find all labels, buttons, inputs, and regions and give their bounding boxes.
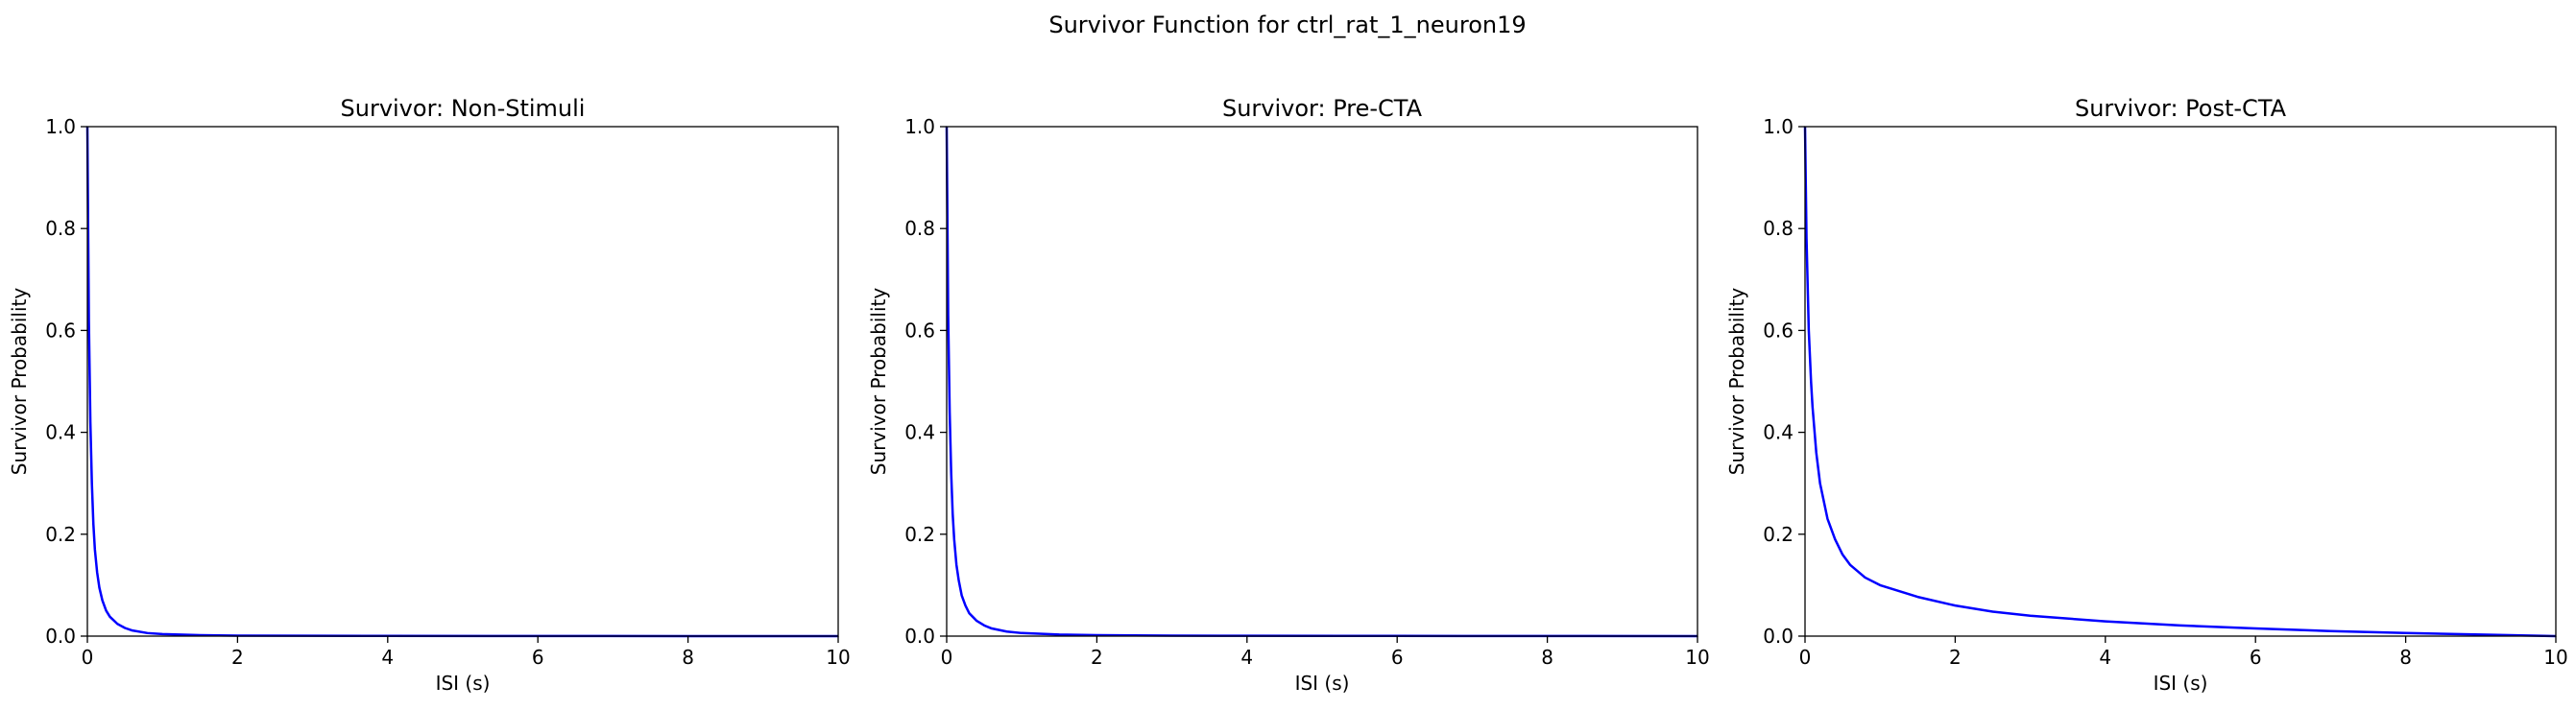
plot-frame (86, 126, 839, 637)
chart-panel-1: 0 2 4 6 8 10 0.0 0.2 0.4 0.6 0.8 1.0 Survivor: Non-S… (8, 95, 851, 695)
x-tick-label: 8 (1541, 646, 1553, 669)
x-tick-label: 8 (682, 646, 694, 669)
y-tick-label: 0.2 (1763, 523, 1794, 546)
x-tick-label: 2 (1091, 646, 1103, 669)
x-tick-label: 0 (941, 646, 953, 669)
y-tick-label: 0.2 (45, 523, 76, 546)
y-tick-label: 1.0 (904, 115, 935, 138)
x-tick-label: 2 (231, 646, 244, 669)
y-tick-label: 0.0 (45, 625, 76, 648)
figure-suptitle: Survivor Function for ctrl_rat_1_neuron1… (1048, 12, 1526, 38)
x-tick-label: 4 (381, 646, 394, 669)
x-tick-label: 2 (1949, 646, 1962, 669)
plot-frame (946, 126, 1698, 637)
y-tick-label: 0.6 (1763, 319, 1794, 342)
x-axis-label: ISI (s) (1295, 672, 1350, 695)
chart-panel-2: 0 2 4 6 8 10 0.0 0.2 0.4 0.6 0.8 1.0 Survivor: Pre-C… (867, 95, 1710, 695)
x-tick-label: 6 (1391, 646, 1404, 669)
y-tick-label: 0.0 (904, 625, 935, 648)
y-axis-label: Survivor Probability (8, 288, 31, 476)
y-tick-label: 0.8 (1763, 217, 1794, 240)
x-tick-label: 6 (2250, 646, 2262, 669)
survivor-curve (1803, 126, 2557, 638)
y-tick-label: 0.8 (904, 217, 935, 240)
y-tick-label: 0.0 (1763, 625, 1794, 648)
x-tick-label: 6 (532, 646, 544, 669)
x-axis-label: ISI (s) (2154, 672, 2208, 695)
x-tick-label: 0 (1799, 646, 1812, 669)
x-tick-label: 10 (1685, 646, 1709, 669)
x-tick-label: 10 (2543, 646, 2567, 669)
y-tick-label: 0.4 (45, 421, 76, 444)
x-tick-label: 10 (826, 646, 850, 669)
chart-title: Survivor: Post-CTA (2075, 95, 2287, 122)
y-tick-label: 0.6 (45, 319, 76, 342)
y-tick-label: 1.0 (45, 115, 76, 138)
chart-title: Survivor: Pre-CTA (1222, 95, 1423, 122)
y-tick-label: 0.6 (904, 319, 935, 342)
chart-panels: 0 2 4 6 8 10 0.0 0.2 0.4 0.6 0.8 1.0 Survivor: Non-S… (8, 95, 2568, 695)
y-tick-label: 0.4 (1763, 421, 1794, 444)
y-axis-label: Survivor Probability (867, 288, 890, 476)
chart-panel-3: 0 2 4 6 8 10 0.0 0.2 0.4 0.6 0.8 1.0 Survivor: Post-… (1725, 95, 2568, 695)
x-tick-label: 4 (2099, 646, 2111, 669)
x-tick-label: 0 (82, 646, 94, 669)
plot-frame (1804, 126, 2557, 637)
chart-title: Survivor: Non-Stimuli (341, 95, 586, 122)
x-tick-label: 8 (2399, 646, 2412, 669)
y-axis-label: Survivor Probability (1725, 288, 1748, 476)
x-tick-label: 4 (1240, 646, 1253, 669)
y-tick-label: 1.0 (1763, 115, 1794, 138)
y-tick-label: 0.2 (904, 523, 935, 546)
x-axis-label: ISI (s) (436, 672, 491, 695)
y-tick-label: 0.8 (45, 217, 76, 240)
y-tick-label: 0.4 (904, 421, 935, 444)
